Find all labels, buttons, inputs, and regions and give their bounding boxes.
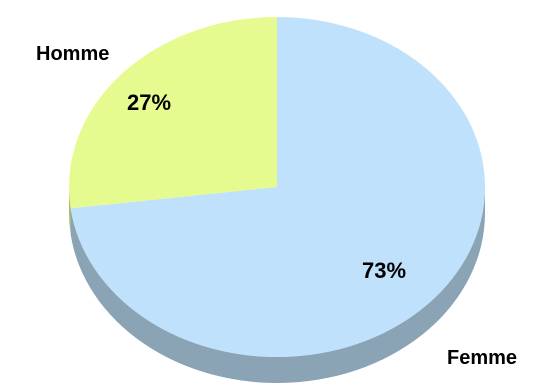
slice-homme — [68, 17, 277, 209]
slice-value-homme: 27% — [127, 90, 171, 115]
pie-depth — [69, 187, 485, 384]
slice-label-femme: Femme — [447, 347, 517, 369]
slice-label-homme: Homme — [36, 43, 109, 65]
slice-side-homme — [69, 187, 71, 235]
slice-femme — [70, 17, 485, 357]
pie-slices — [68, 17, 485, 357]
slice-value-femme: 73% — [362, 258, 406, 283]
